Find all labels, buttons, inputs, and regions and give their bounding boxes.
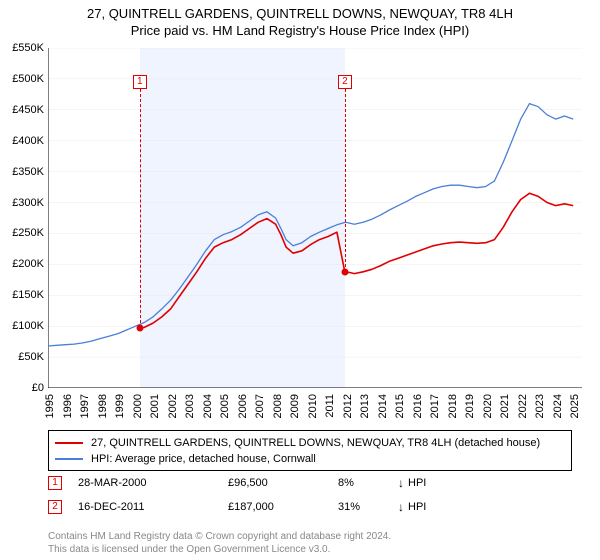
sale-arrow-label-2: HPI [408, 501, 426, 513]
ytick-label: £500K [0, 73, 44, 85]
legend-swatch-hpi [55, 458, 83, 460]
xtick-label: 2020 [482, 394, 494, 418]
sale-pct-2: 31% [338, 501, 398, 513]
ytick-label: £0 [0, 382, 44, 394]
xtick-label: 2015 [394, 394, 406, 418]
xtick-label: 2009 [289, 394, 301, 418]
chart-marker-box: 1 [133, 75, 147, 89]
xtick-label: 2010 [307, 394, 319, 418]
chart-area [48, 48, 582, 388]
legend-item-hpi: HPI: Average price, detached house, Corn… [55, 451, 565, 467]
xtick-label: 1998 [97, 394, 109, 418]
xtick-label: 2016 [412, 394, 424, 418]
legend-box: 27, QUINTRELL GARDENS, QUINTRELL DOWNS, … [48, 430, 572, 471]
chart-marker-line [345, 89, 346, 272]
xtick-label: 2012 [342, 394, 354, 418]
ytick-label: £400K [0, 135, 44, 147]
sale-marker-1: 1 [48, 476, 62, 490]
legend-item-property: 27, QUINTRELL GARDENS, QUINTRELL DOWNS, … [55, 435, 565, 451]
ytick-label: £50K [0, 351, 44, 363]
xtick-label: 2005 [219, 394, 231, 418]
xtick-label: 2021 [499, 394, 511, 418]
title-line-1: 27, QUINTRELL GARDENS, QUINTRELL DOWNS, … [0, 6, 600, 21]
legend-swatch-property [55, 442, 83, 444]
xtick-label: 2019 [464, 394, 476, 418]
xtick-label: 1996 [62, 394, 74, 418]
legend-label-property: 27, QUINTRELL GARDENS, QUINTRELL DOWNS, … [91, 437, 540, 449]
xtick-label: 2013 [359, 394, 371, 418]
sale-row-2: 2 16-DEC-2011 £187,000 31% ↓ HPI [48, 500, 572, 514]
footer-line-1: Contains HM Land Registry data © Crown c… [48, 530, 572, 543]
sale-arrow-1: ↓ [398, 476, 404, 490]
sale-arrow-label-1: HPI [408, 477, 426, 489]
xtick-label: 2008 [272, 394, 284, 418]
title-block: 27, QUINTRELL GARDENS, QUINTRELL DOWNS, … [0, 0, 600, 38]
chart-marker-line [140, 89, 141, 328]
sale-row-1: 1 28-MAR-2000 £96,500 8% ↓ HPI [48, 476, 572, 490]
ytick-label: £250K [0, 227, 44, 239]
footer-line-2: This data is licensed under the Open Gov… [48, 543, 572, 556]
chart-marker-dot [136, 325, 143, 332]
xtick-label: 2003 [184, 394, 196, 418]
xtick-label: 1997 [79, 394, 91, 418]
xtick-label: 2000 [132, 394, 144, 418]
ytick-label: £450K [0, 104, 44, 116]
footer: Contains HM Land Registry data © Crown c… [48, 530, 572, 556]
ytick-label: £100K [0, 320, 44, 332]
plot-svg [48, 48, 582, 388]
xtick-label: 2017 [429, 394, 441, 418]
xtick-label: 2007 [254, 394, 266, 418]
sale-marker-2: 2 [48, 500, 62, 514]
sale-pct-1: 8% [338, 477, 398, 489]
sale-price-2: £187,000 [228, 501, 338, 513]
ytick-label: £200K [0, 258, 44, 270]
xtick-label: 1999 [114, 394, 126, 418]
ytick-label: £350K [0, 166, 44, 178]
sale-arrow-2: ↓ [398, 500, 404, 514]
xtick-label: 2001 [149, 394, 161, 418]
legend-label-hpi: HPI: Average price, detached house, Corn… [91, 453, 316, 465]
xtick-label: 2002 [167, 394, 179, 418]
ytick-label: £550K [0, 42, 44, 54]
ytick-label: £150K [0, 289, 44, 301]
xtick-label: 2014 [377, 394, 389, 418]
chart-marker-box: 2 [338, 75, 352, 89]
xtick-label: 2011 [324, 394, 336, 418]
xtick-label: 2025 [569, 394, 581, 418]
chart-marker-dot [341, 269, 348, 276]
title-line-2: Price paid vs. HM Land Registry's House … [0, 23, 600, 38]
xtick-label: 2006 [237, 394, 249, 418]
sale-price-1: £96,500 [228, 477, 338, 489]
xtick-label: 2023 [534, 394, 546, 418]
xtick-label: 2024 [552, 394, 564, 418]
sale-date-1: 28-MAR-2000 [78, 477, 228, 489]
xtick-label: 2022 [517, 394, 529, 418]
chart-container: 27, QUINTRELL GARDENS, QUINTRELL DOWNS, … [0, 0, 600, 560]
ytick-label: £300K [0, 197, 44, 209]
xtick-label: 2018 [447, 394, 459, 418]
xtick-label: 1995 [44, 394, 56, 418]
xtick-label: 2004 [202, 394, 214, 418]
sale-date-2: 16-DEC-2011 [78, 501, 228, 513]
